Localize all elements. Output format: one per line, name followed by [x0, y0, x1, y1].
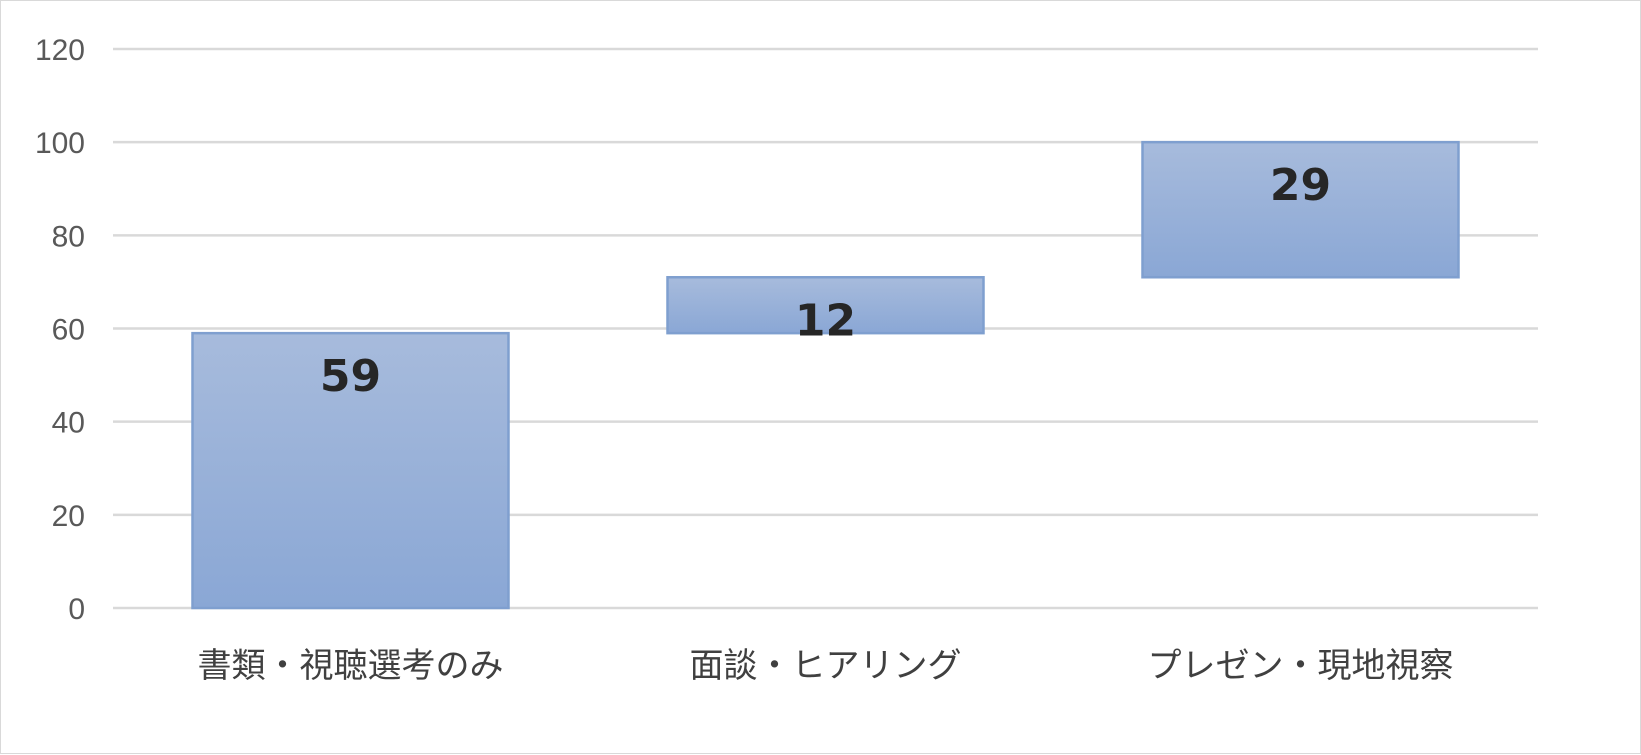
- y-tick-label: 60: [52, 314, 85, 347]
- y-tick-label: 0: [68, 593, 85, 626]
- y-tick-label: 120: [35, 34, 85, 67]
- x-axis: 書類・視聴選考のみ 面談・ヒアリング プレゼン・現地視察: [198, 646, 1454, 686]
- y-tick-label: 80: [52, 220, 85, 253]
- x-category-label: 面談・ヒアリング: [690, 646, 962, 686]
- bar-2: [666, 276, 985, 335]
- x-category-label: 書類・視聴選考のみ: [198, 646, 504, 686]
- bars: [191, 140, 1460, 610]
- bar-1: [191, 331, 510, 610]
- data-label: 29: [1270, 160, 1331, 211]
- data-label: 12: [795, 295, 856, 346]
- data-labels: 59 12 29: [320, 160, 1331, 402]
- y-tick-label: 40: [52, 407, 85, 440]
- y-tick-label: 20: [52, 500, 85, 533]
- data-label: 59: [320, 351, 381, 402]
- bar-3: [1141, 140, 1460, 279]
- y-axis: 0 20 40 60 80 100 120: [35, 34, 85, 626]
- y-tick-label: 100: [35, 127, 85, 160]
- x-category-label: プレゼン・現地視察: [1148, 646, 1454, 686]
